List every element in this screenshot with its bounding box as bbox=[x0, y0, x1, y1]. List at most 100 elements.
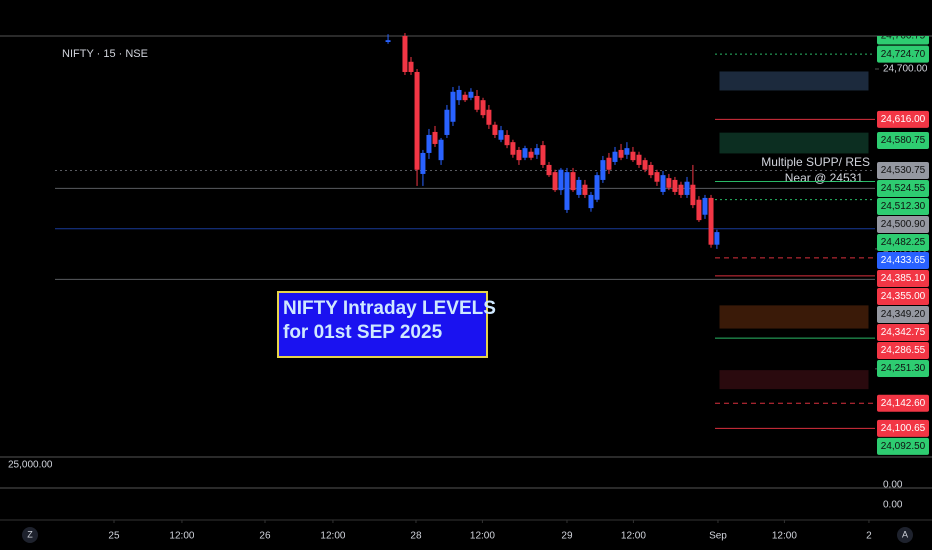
candle-body bbox=[438, 139, 444, 161]
level-label-bg bbox=[877, 36, 929, 45]
level-label-bg bbox=[877, 419, 929, 437]
candle-body bbox=[480, 100, 486, 116]
candle-body bbox=[630, 151, 636, 161]
candle-body bbox=[582, 184, 588, 195]
candle-body bbox=[450, 91, 456, 122]
level-label: 24,530.75 bbox=[881, 165, 926, 176]
candle-body bbox=[708, 197, 714, 245]
candle-body bbox=[462, 94, 468, 101]
candle-body bbox=[618, 149, 624, 158]
candle-body bbox=[498, 130, 504, 140]
x-tick-label: 29 bbox=[561, 531, 573, 542]
candle-body bbox=[624, 148, 630, 155]
candle-body bbox=[558, 169, 564, 191]
candle-body bbox=[612, 151, 618, 162]
candle-body bbox=[426, 134, 432, 153]
level-label-bg bbox=[877, 341, 929, 359]
annotation: Multiple SUPP/ RES bbox=[761, 155, 870, 169]
candle-body bbox=[444, 109, 450, 135]
candle-body bbox=[528, 151, 534, 158]
candle-body bbox=[516, 149, 522, 161]
level-label-bg bbox=[877, 161, 929, 179]
level-label: 24,286.55 bbox=[881, 345, 926, 356]
nav-icon[interactable] bbox=[22, 527, 38, 543]
text-box: NIFTY Intraday LEVELS for 01st SEP 2025 bbox=[277, 291, 496, 358]
pane-label: 0.00 bbox=[883, 500, 903, 511]
level-label-bg bbox=[877, 132, 929, 150]
candle-body bbox=[414, 71, 420, 170]
candle-body bbox=[678, 184, 684, 195]
nav-icon-label[interactable]: Z bbox=[27, 529, 33, 539]
candle-body bbox=[540, 145, 546, 165]
level-label-bg bbox=[877, 305, 929, 323]
candle-body bbox=[606, 157, 612, 170]
level-label-bg bbox=[877, 251, 929, 269]
level-label-bg bbox=[877, 197, 929, 215]
level-label-bg bbox=[877, 110, 929, 128]
candle-body bbox=[666, 178, 672, 188]
level-label: 24,524.55 bbox=[881, 183, 926, 194]
level-label-bg bbox=[877, 287, 929, 305]
level-label-bg bbox=[877, 394, 929, 412]
level-label-bg bbox=[877, 323, 929, 341]
candle-body bbox=[642, 160, 648, 170]
text-box-line: NIFTY Intraday LEVELS bbox=[283, 298, 496, 319]
level-label-bg bbox=[877, 359, 929, 377]
candle-body bbox=[432, 131, 438, 144]
x-tick-label: 12:00 bbox=[621, 531, 646, 542]
candle-body bbox=[702, 197, 708, 215]
candle-body bbox=[534, 148, 540, 155]
candle-body bbox=[486, 109, 492, 125]
candle-body bbox=[690, 184, 696, 206]
level-label: 24,385.10 bbox=[881, 273, 926, 284]
candle-body bbox=[684, 181, 690, 195]
candle-body bbox=[546, 164, 552, 176]
candle-body bbox=[570, 172, 576, 191]
zone bbox=[719, 132, 869, 154]
x-tick-label: 26 bbox=[259, 531, 271, 542]
x-tick-label: 28 bbox=[410, 531, 422, 542]
nav-icon-label[interactable]: A bbox=[902, 529, 908, 539]
candle-body bbox=[660, 175, 666, 192]
text-box-line: for 01st SEP 2025 bbox=[283, 322, 443, 343]
candle-body bbox=[474, 95, 480, 110]
level-label: 24,092.50 bbox=[881, 441, 926, 452]
candle-body bbox=[408, 61, 414, 72]
level-label-bg bbox=[877, 179, 929, 197]
level-label: 24,251.30 bbox=[881, 363, 926, 374]
level-label: 24,342.75 bbox=[881, 327, 926, 338]
level-label-bg bbox=[877, 45, 929, 63]
annotation: Near @ 24531 bbox=[785, 171, 864, 185]
level-label-bg bbox=[877, 437, 929, 455]
candle-body bbox=[714, 232, 720, 245]
candle-body bbox=[468, 91, 474, 98]
level-label: 24,100.65 bbox=[881, 423, 926, 434]
candle-body bbox=[510, 142, 516, 155]
level-label: 24,616.00 bbox=[881, 114, 926, 125]
zone bbox=[719, 370, 869, 390]
candle-body bbox=[552, 172, 558, 191]
y-tick-label: 24,700.00 bbox=[883, 64, 928, 75]
candle-body bbox=[594, 175, 600, 200]
level-label: 24,355.00 bbox=[881, 291, 926, 302]
candle-body bbox=[402, 36, 408, 72]
level-label: 24,512.30 bbox=[881, 201, 926, 212]
pane-label: 25,000.00 bbox=[8, 460, 53, 471]
candle-body bbox=[522, 148, 528, 158]
level-label: 24,433.65 bbox=[881, 255, 926, 266]
x-tick-label: 12:00 bbox=[320, 531, 345, 542]
level-label-bg bbox=[877, 215, 929, 233]
zone bbox=[719, 71, 869, 91]
x-tick-label: 2 bbox=[866, 531, 872, 542]
level-label: 24,766.75 bbox=[881, 31, 926, 42]
level-label: 24,482.25 bbox=[881, 237, 926, 248]
x-tick-label: 12:00 bbox=[772, 531, 797, 542]
level-label-bg bbox=[877, 233, 929, 251]
nav-icon[interactable] bbox=[897, 527, 913, 543]
x-tick-label: 25 bbox=[108, 531, 120, 542]
candle-body bbox=[636, 154, 642, 165]
chart-title: NIFTY · 15 · NSE bbox=[62, 48, 148, 60]
x-tick-label: Sep bbox=[709, 531, 727, 542]
pane-label: 0.00 bbox=[883, 480, 903, 491]
